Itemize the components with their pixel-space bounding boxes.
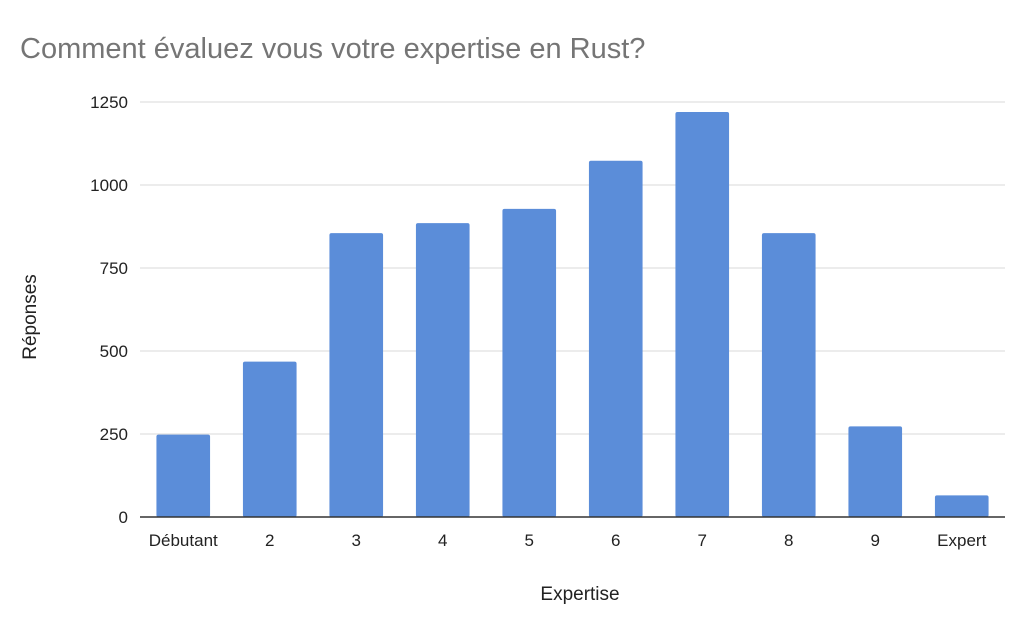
x-tick-label: 4 — [438, 531, 447, 550]
y-axis-title: Réponses — [20, 274, 41, 360]
bar — [934, 495, 989, 517]
x-tick-label: 3 — [352, 531, 361, 550]
y-tick-label: 0 — [119, 508, 128, 527]
y-axis-ticks: 0 250 500 750 1000 1250 — [90, 93, 128, 527]
chart-title: Comment évaluez vous votre expertise en … — [20, 33, 645, 65]
x-axis-ticks: Débutant 2 3 4 5 6 7 8 9 Expert — [149, 531, 987, 550]
bar — [588, 160, 643, 518]
x-tick-label: Expert — [937, 531, 986, 550]
y-tick-label: 500 — [100, 342, 128, 361]
x-tick-label: 9 — [871, 531, 880, 550]
y-tick-label: 750 — [100, 259, 128, 278]
bar — [415, 223, 470, 517]
bar — [156, 434, 211, 517]
bar — [848, 426, 903, 517]
x-tick-label: 6 — [611, 531, 620, 550]
x-tick-label: 5 — [525, 531, 534, 550]
bars — [156, 111, 989, 518]
x-tick-label: 8 — [784, 531, 793, 550]
y-tick-label: 1250 — [90, 93, 128, 112]
bar — [675, 111, 730, 518]
x-tick-label: 2 — [265, 531, 274, 550]
x-axis-title: Expertise — [540, 584, 619, 605]
x-tick-label: Débutant — [149, 531, 218, 550]
y-tick-label: 1000 — [90, 176, 128, 195]
x-tick-label: 7 — [698, 531, 707, 550]
bar — [329, 233, 384, 517]
bar — [761, 233, 816, 517]
y-tick-label: 250 — [100, 425, 128, 444]
bar — [502, 208, 557, 518]
bar — [242, 361, 297, 517]
